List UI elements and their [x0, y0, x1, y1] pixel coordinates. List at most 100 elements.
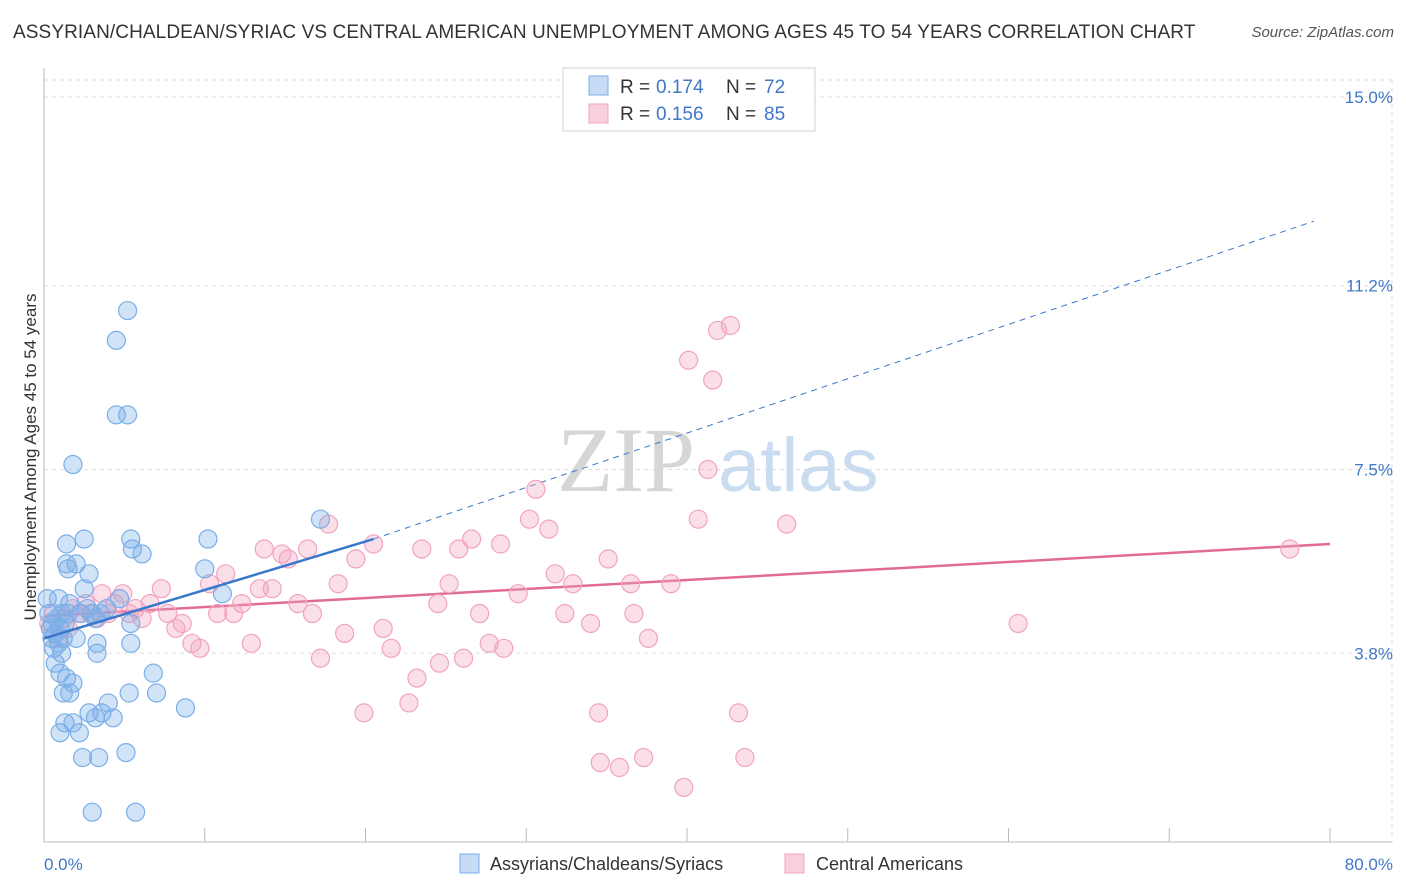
- watermark-atlas: atlas: [718, 423, 879, 508]
- point-assyrian: [106, 405, 126, 425]
- point-assyrian: [195, 559, 215, 579]
- point-central-american: [621, 574, 641, 594]
- point-assyrian: [56, 668, 77, 688]
- point-central-american: [399, 693, 419, 713]
- point-assyrian: [121, 613, 141, 634]
- point-assyrian: [121, 529, 141, 549]
- point-central-american: [494, 638, 514, 658]
- point-central-american: [262, 579, 282, 599]
- point-assyrian: [66, 628, 86, 648]
- point-assyrian: [116, 742, 136, 763]
- y-tick-label: 7.5%: [1354, 461, 1393, 480]
- bottom-legend-swatch-blue: [459, 853, 480, 874]
- point-assyrian: [98, 693, 118, 713]
- point-assyrian: [82, 802, 102, 822]
- point-assyrian: [143, 663, 163, 683]
- point-assyrian: [87, 633, 107, 653]
- legend-r-value-2: 0.156: [656, 104, 704, 125]
- point-central-american: [720, 315, 741, 336]
- point-central-american: [288, 593, 308, 614]
- point-central-american: [439, 574, 459, 594]
- point-central-american: [328, 574, 348, 594]
- legend-r-value-1: 0.174: [656, 77, 704, 98]
- point-assyrian: [109, 589, 130, 609]
- chart-title: ASSYRIAN/CHALDEAN/SYRIAC VS CENTRAL AMER…: [13, 22, 1196, 43]
- point-assyrian: [92, 703, 112, 723]
- point-central-american: [429, 653, 450, 673]
- point-central-american: [1008, 613, 1028, 634]
- point-assyrian: [119, 683, 139, 703]
- point-assyrian: [63, 713, 83, 733]
- point-central-american: [172, 613, 192, 634]
- point-assyrian: [126, 802, 146, 822]
- point-assyrian: [146, 683, 167, 703]
- point-central-american: [707, 320, 728, 341]
- point-central-american: [661, 574, 681, 594]
- point-assyrian: [117, 405, 138, 425]
- point-central-american: [703, 370, 723, 390]
- point-assyrian: [85, 708, 106, 728]
- x-tick-labels: 0.0% 80.0%: [44, 855, 1393, 874]
- point-central-american: [777, 514, 797, 534]
- point-central-american: [479, 633, 499, 653]
- point-central-american: [679, 350, 699, 370]
- point-central-american: [698, 459, 718, 480]
- point-central-american: [272, 544, 292, 564]
- point-central-american: [638, 628, 659, 648]
- axes: [43, 68, 1392, 843]
- point-assyrian: [103, 708, 123, 728]
- point-assyrian: [72, 747, 93, 768]
- point-central-american: [555, 603, 575, 624]
- trend-lines: [43, 220, 1331, 618]
- point-central-american: [298, 539, 318, 559]
- point-central-american: [490, 534, 511, 554]
- trend-line-blue-dashed: [373, 220, 1315, 540]
- y-tick-label: 3.8%: [1354, 644, 1393, 663]
- point-central-american: [151, 579, 171, 599]
- point-assyrian: [198, 529, 218, 549]
- point-central-american: [1280, 539, 1300, 559]
- point-central-american: [412, 539, 432, 559]
- legend-n-label-1: N =: [726, 77, 756, 98]
- point-central-american: [363, 534, 384, 554]
- point-central-american: [470, 603, 490, 624]
- bottom-legend-swatch-pink: [784, 853, 805, 874]
- scatter-points: [37, 300, 1300, 822]
- point-central-american: [588, 703, 609, 723]
- y-tick-label: 11.2%: [1346, 277, 1393, 296]
- point-central-american: [728, 703, 749, 723]
- point-assyrian: [60, 593, 80, 614]
- legend-n-value-2: 85: [764, 104, 785, 125]
- source-note: Source: ZipAtlas.com: [1251, 24, 1394, 41]
- point-central-american: [158, 603, 178, 624]
- point-central-american: [519, 509, 540, 529]
- correlation-legend: R = 0.174 N = 72 R = 0.156 N = 85: [562, 67, 816, 132]
- y-tick-labels: 3.8% 7.5% 11.2% 15.0%: [1345, 88, 1393, 663]
- point-assyrian: [48, 589, 69, 609]
- point-central-american: [346, 549, 366, 569]
- point-central-american: [407, 668, 427, 688]
- point-central-american: [190, 638, 210, 658]
- point-central-american: [461, 529, 482, 549]
- point-assyrian: [52, 643, 72, 663]
- point-central-american: [508, 584, 528, 604]
- point-assyrian: [106, 330, 126, 350]
- x-tick-label-min: 0.0%: [44, 855, 83, 874]
- point-assyrian: [63, 454, 83, 475]
- point-central-american: [310, 648, 331, 668]
- legend-r-label-2: R =: [620, 104, 650, 125]
- point-assyrian: [58, 559, 78, 579]
- point-central-american: [254, 539, 274, 559]
- point-central-american: [166, 618, 186, 639]
- point-central-american: [92, 584, 112, 604]
- point-assyrian: [89, 747, 109, 768]
- point-central-american: [688, 509, 708, 529]
- watermark: ZIP atlas: [557, 409, 879, 511]
- point-central-american: [526, 479, 546, 499]
- point-assyrian: [74, 529, 94, 549]
- point-central-american: [453, 648, 474, 668]
- point-central-american: [598, 549, 618, 569]
- grid-lines: [44, 79, 1393, 842]
- legend-n-value-1: 72: [764, 77, 785, 98]
